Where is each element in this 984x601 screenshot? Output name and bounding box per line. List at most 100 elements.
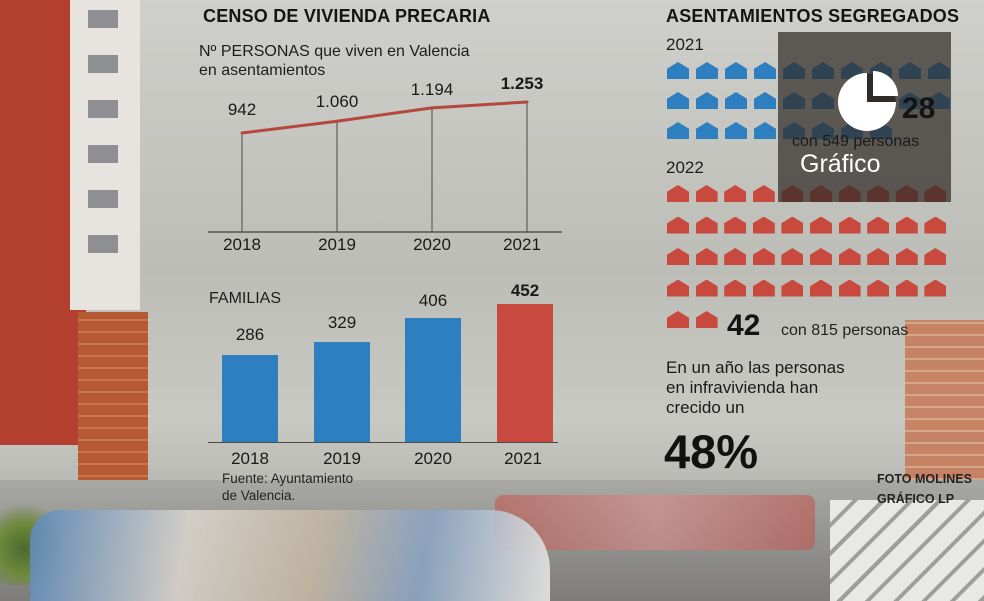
source-line-2: de Valencia. (222, 488, 296, 503)
year-2021-label: 2021 (666, 35, 704, 54)
line-x-tick-2019: 2019 (318, 235, 356, 254)
house-icon (667, 216, 689, 234)
house-icon (810, 248, 832, 265)
count-2021: 28 (902, 92, 936, 125)
line-label-2019: 1.060 (315, 92, 359, 111)
house-icon (724, 279, 747, 297)
left-title: CENSO DE VIVIENDA PRECARIA (203, 6, 491, 26)
people-2021: con 549 personas (792, 133, 920, 150)
bar-2020 (405, 318, 461, 442)
bar-label-2021: 452 (510, 281, 540, 300)
house-icon (752, 279, 775, 297)
photo-credit: FOTO MOLINES GRÁFICO LP (877, 469, 972, 509)
house-icon (752, 248, 775, 265)
house-icon (924, 248, 947, 265)
building (70, 0, 140, 310)
house-icon (725, 92, 747, 109)
bar-2021 (497, 304, 553, 442)
house-icon (696, 62, 718, 79)
bar-label-2020: 406 (418, 291, 448, 310)
house-icon (838, 279, 861, 297)
line-label-2021: 1.253 (500, 74, 544, 93)
right-title: ASENTAMIENTOS SEGREGADOS (666, 6, 960, 26)
house-icon (867, 216, 890, 234)
source-line-1: Fuente: Ayuntamiento (222, 471, 354, 486)
people-2022: con 815 personas (781, 322, 909, 339)
house-icon (781, 279, 804, 297)
line-label-2020: 1.194 (410, 80, 454, 99)
line-x-tick-2021: 2021 (503, 235, 541, 254)
count-2022: 42 (727, 309, 761, 342)
credit-line-1: FOTO MOLINES (877, 472, 972, 486)
house-icon (754, 62, 776, 79)
house-icon (838, 248, 861, 265)
house-icon (781, 216, 804, 234)
growth-note-line-3: crecido un (666, 398, 745, 417)
line-chart-title: Nº PERSONAS que viven en Valencia en ase… (199, 42, 470, 80)
house-icon (752, 216, 775, 234)
house-icon (695, 216, 718, 234)
bar-2018 (222, 354, 278, 442)
house-icon (752, 185, 775, 202)
house-icon (696, 92, 718, 109)
line-chart-title-line-2: en asentamientos (199, 62, 326, 79)
house-icon (924, 279, 947, 297)
bar-x-tick-2019: 2019 (323, 449, 361, 468)
house-icon (754, 92, 776, 109)
graffiti (495, 495, 815, 550)
house-icon (724, 216, 747, 234)
house-icon (810, 279, 832, 297)
growth-note-line-2: en infravivienda han (666, 378, 819, 397)
line-x-tick-2018: 2018 (223, 235, 261, 254)
bar-baseline (208, 442, 558, 443)
house-icon (810, 216, 832, 234)
house-icon (667, 122, 689, 139)
house-icon (667, 62, 689, 79)
house-icon (695, 279, 718, 297)
growth-note-line-1: En un año las personas (666, 358, 845, 377)
house-icon (838, 216, 861, 234)
bar-label-2018: 286 (235, 325, 265, 344)
house-icon (724, 248, 747, 265)
house-icon (895, 216, 918, 234)
bar-2019 (314, 341, 370, 442)
house-icon (725, 122, 747, 139)
bar-x-tick-2020: 2020 (414, 449, 452, 468)
bar-x-tick-2018: 2018 (231, 449, 269, 468)
house-icon (695, 248, 718, 265)
house-icon (695, 185, 718, 202)
line-chart-title-line-1: Nº PERSONAS que viven en Valencia (199, 43, 470, 60)
house-icon (895, 279, 918, 297)
house-icon (924, 216, 947, 234)
concrete-blocks (830, 500, 984, 601)
bar-x-tick-2021: 2021 (504, 449, 542, 468)
house-icon (667, 248, 689, 265)
credit-line-2: GRÁFICO LP (877, 492, 955, 506)
rubble-pile (30, 510, 550, 601)
house-icon (867, 248, 890, 265)
house-icon (667, 311, 689, 328)
house-icon (895, 248, 918, 265)
overlay-label: Gráfico (800, 150, 881, 178)
growth-note: En un año las personas en infravivienda … (666, 358, 896, 418)
brick-wall-right (905, 320, 984, 490)
line-label-2018: 942 (227, 100, 257, 119)
pie-chart-icon (838, 71, 898, 131)
source-note: Fuente: Ayuntamiento de Valencia. (222, 470, 353, 504)
bar-label-2019: 329 (327, 313, 357, 332)
house-icon (724, 185, 747, 202)
brick-wall-left (78, 312, 148, 487)
house-icon (725, 62, 747, 79)
year-2022-label: 2022 (666, 158, 704, 177)
house-icon (667, 92, 689, 109)
line-x-tick-2020: 2020 (413, 235, 451, 254)
house-icon (695, 311, 718, 328)
house-icon (867, 279, 890, 297)
bar-chart-title: FAMILIAS (209, 290, 282, 307)
house-icon (696, 122, 718, 139)
house-icon (781, 248, 804, 265)
house-icon (667, 279, 689, 297)
growth-percentage: 48% (664, 425, 759, 478)
house-icon (754, 122, 776, 139)
